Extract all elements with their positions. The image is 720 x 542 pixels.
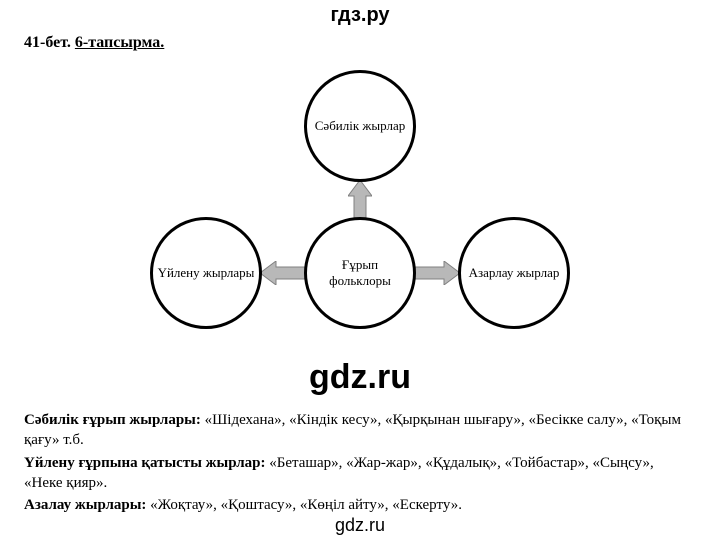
task-number: 6-тапсырма. bbox=[75, 34, 164, 51]
task-header: 41-бет. 6-тапсырма. bbox=[24, 34, 164, 52]
node-top: Сәбилік жырлар bbox=[304, 70, 416, 182]
p2-label: Үйлену ғұрпына қатысты жырлар: bbox=[24, 455, 269, 471]
p3-text: «Жоқтау», «Қоштасу», «Көңіл айту», «Еске… bbox=[150, 497, 462, 513]
watermark-top: гдз.ру bbox=[0, 4, 720, 27]
paragraph-2: Үйлену ғұрпына қатысты жырлар: «Беташар»… bbox=[24, 453, 696, 494]
node-right-label: Азарлау жырлар bbox=[469, 265, 560, 281]
node-top-label: Сәбилік жырлар bbox=[315, 118, 405, 134]
node-center-label: Ғұрып фольклоры bbox=[311, 257, 409, 290]
paragraph-1: Сәбилік ғұрып жырлары: «Шідехана», «Кінд… bbox=[24, 410, 696, 451]
watermark-bottom: gdz.ru bbox=[0, 515, 720, 536]
paragraph-3: Азалау жырлары: «Жоқтау», «Қоштасу», «Кө… bbox=[24, 495, 696, 515]
node-center: Ғұрып фольклоры bbox=[304, 217, 416, 329]
arrow-right-icon bbox=[414, 261, 460, 285]
diagram-container: Сәбилік жырлар Ғұрып фольклоры Үйлену жы… bbox=[0, 62, 720, 372]
node-right: Азарлау жырлар bbox=[458, 217, 570, 329]
p3-label: Азалау жырлары: bbox=[24, 497, 150, 513]
arrow-up-icon bbox=[348, 180, 372, 220]
watermark-mid: gdz.ru bbox=[0, 358, 720, 397]
arrow-left-icon bbox=[260, 261, 306, 285]
node-left: Үйлену жырлары bbox=[150, 217, 262, 329]
page-ref: 41-бет. bbox=[24, 34, 75, 51]
content-text: Сәбилік ғұрып жырлары: «Шідехана», «Кінд… bbox=[24, 410, 696, 517]
node-left-label: Үйлену жырлары bbox=[158, 265, 255, 281]
p1-label: Сәбилік ғұрып жырлары: bbox=[24, 412, 205, 428]
